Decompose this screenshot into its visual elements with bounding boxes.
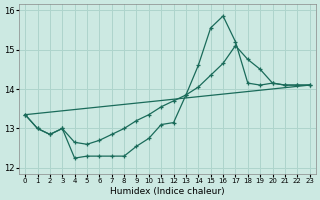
X-axis label: Humidex (Indice chaleur): Humidex (Indice chaleur) <box>110 187 225 196</box>
